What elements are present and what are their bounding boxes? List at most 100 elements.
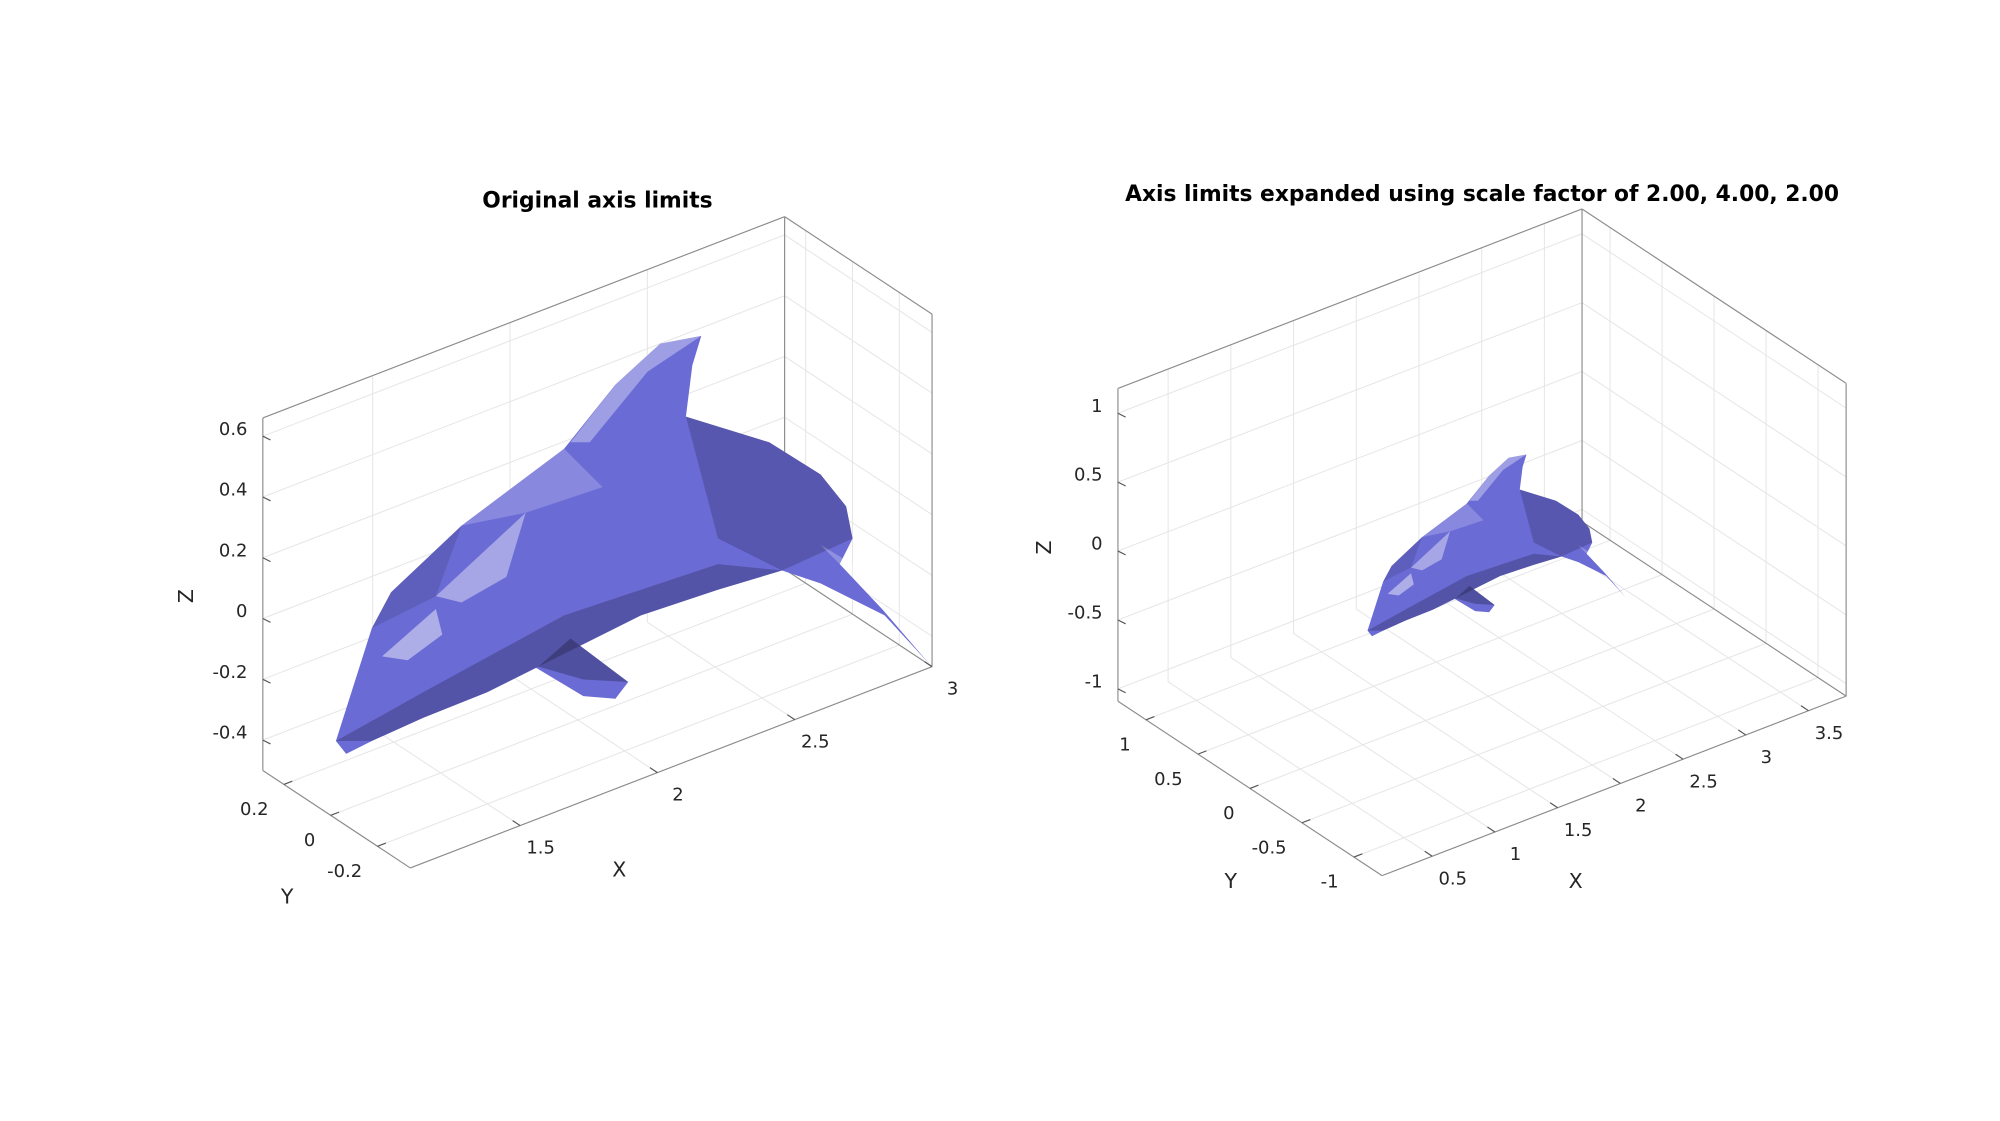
tick-mark xyxy=(1549,802,1558,809)
grid-line xyxy=(1581,508,1847,685)
tick-mark xyxy=(283,780,293,785)
axis-edge xyxy=(1117,208,1583,389)
axis-edge xyxy=(262,216,785,419)
tick-mark xyxy=(262,557,271,563)
x-tick-label: 2 xyxy=(1635,796,1646,817)
y-tick-label: 0 xyxy=(1223,803,1234,824)
grid-line xyxy=(1117,302,1583,483)
z-tick-label: 1 xyxy=(1091,396,1102,417)
z-tick-label: -1 xyxy=(1085,671,1103,692)
axis-edge xyxy=(784,568,933,668)
x-tick-label: 1.5 xyxy=(526,838,555,859)
tick-mark xyxy=(262,496,271,502)
tick-mark xyxy=(1197,750,1207,755)
y-tick-label: 1 xyxy=(1119,734,1130,755)
grid-line xyxy=(1581,233,1847,409)
grid-line xyxy=(262,355,785,559)
grid-line xyxy=(1249,608,1715,789)
z-tick-label: -0.4 xyxy=(212,723,247,744)
tick-mark xyxy=(262,618,271,623)
axis-edge xyxy=(410,666,933,869)
y-tick-label: 0.2 xyxy=(240,799,269,820)
x-tick-label: 3.5 xyxy=(1815,723,1844,744)
tick-mark xyxy=(1612,778,1621,784)
z-axis-label: Z xyxy=(1032,540,1056,554)
z-tick-label: 0 xyxy=(236,601,247,622)
grid-line xyxy=(1581,371,1847,547)
tick-mark xyxy=(1424,850,1433,857)
grid-line xyxy=(647,621,796,721)
tick-mark xyxy=(262,435,271,441)
grid-line xyxy=(377,644,900,847)
z-tick-label: 0.6 xyxy=(219,419,248,440)
tick-mark xyxy=(649,767,658,774)
grid-line xyxy=(784,234,933,333)
grid-line xyxy=(784,295,933,394)
y-tick-label: -0.5 xyxy=(1252,837,1287,858)
tick-mark xyxy=(1301,818,1311,824)
y-axis-label: Y xyxy=(280,884,294,908)
axis-edge xyxy=(1581,208,1847,384)
plot-1: 0.5 1 1.5 2 2.5 3 3.5 -1 -0.5 0 0.5 1 -1 -0.5 0 0.5 1 X Y Z… xyxy=(1032,182,1847,893)
grid-line xyxy=(262,295,785,498)
grid-line xyxy=(1301,642,1767,824)
chart-title: Axis limits expanded using scale factor … xyxy=(1125,182,1839,207)
tick-mark xyxy=(1117,481,1126,487)
axis-edge xyxy=(262,770,411,869)
x-tick-label: 1 xyxy=(1510,844,1521,865)
grid-line xyxy=(509,674,658,774)
grid-line xyxy=(1197,574,1663,755)
tick-mark xyxy=(786,714,796,721)
tick-mark xyxy=(1737,729,1747,736)
x-tick-label: 1.5 xyxy=(1564,820,1593,841)
y-tick-label: 0.5 xyxy=(1154,769,1183,790)
tick-mark xyxy=(262,739,271,745)
x-tick-label: 3 xyxy=(947,679,958,700)
grid-line xyxy=(784,416,933,516)
axis-edge xyxy=(1581,521,1847,697)
grid-line xyxy=(1581,302,1847,478)
chart-title: Original axis limits xyxy=(482,188,712,213)
axis-edge xyxy=(1381,695,1847,877)
tick-mark xyxy=(1800,705,1809,712)
z-tick-label: 0 xyxy=(1091,534,1102,555)
tick-mark xyxy=(1675,753,1684,760)
grid-line xyxy=(784,356,933,455)
mesh-surface xyxy=(1367,454,1626,637)
y-axis-label: Y xyxy=(1223,869,1237,893)
grid-line xyxy=(1581,440,1847,616)
x-axis-label: X xyxy=(1569,869,1583,893)
mesh-surface xyxy=(335,335,930,754)
tick-mark xyxy=(1117,412,1126,418)
tick-mark xyxy=(1145,716,1155,721)
tick-mark xyxy=(262,678,271,684)
tick-mark xyxy=(1249,784,1259,789)
grid-line xyxy=(262,234,785,437)
x-tick-label: 2.5 xyxy=(1689,771,1718,792)
grid-line xyxy=(283,582,806,785)
axis-edge xyxy=(784,216,933,315)
grid-line xyxy=(372,727,521,826)
tick-mark xyxy=(1487,826,1496,833)
y-tick-label: 0 xyxy=(304,830,315,851)
tick-mark xyxy=(1353,853,1363,858)
z-tick-label: -0.5 xyxy=(1068,603,1103,624)
z-tick-label: 0.5 xyxy=(1074,465,1103,486)
z-axis-label: Z xyxy=(174,589,198,603)
x-tick-label: 2 xyxy=(672,785,683,806)
y-tick-label: -0.2 xyxy=(327,861,362,882)
tick-mark xyxy=(1117,619,1126,625)
grid-line xyxy=(1117,233,1583,414)
z-tick-label: 0.4 xyxy=(219,480,248,501)
y-tick-label: -1 xyxy=(1321,872,1339,893)
tick-mark xyxy=(377,842,387,847)
z-tick-label: -0.2 xyxy=(212,662,247,683)
tick-mark xyxy=(330,811,340,816)
plot-0: 1.5 2 2.5 3 -0.2 0 0.2 -0.4 -0.2 0 0.2 0.4 0.6 X Y Z Ori… xyxy=(174,188,958,908)
grid-line xyxy=(1117,371,1583,552)
grid-line xyxy=(330,613,853,816)
tick-mark xyxy=(1117,550,1126,556)
x-tick-label: 0.5 xyxy=(1438,868,1467,889)
x-tick-label: 3 xyxy=(1761,747,1772,768)
